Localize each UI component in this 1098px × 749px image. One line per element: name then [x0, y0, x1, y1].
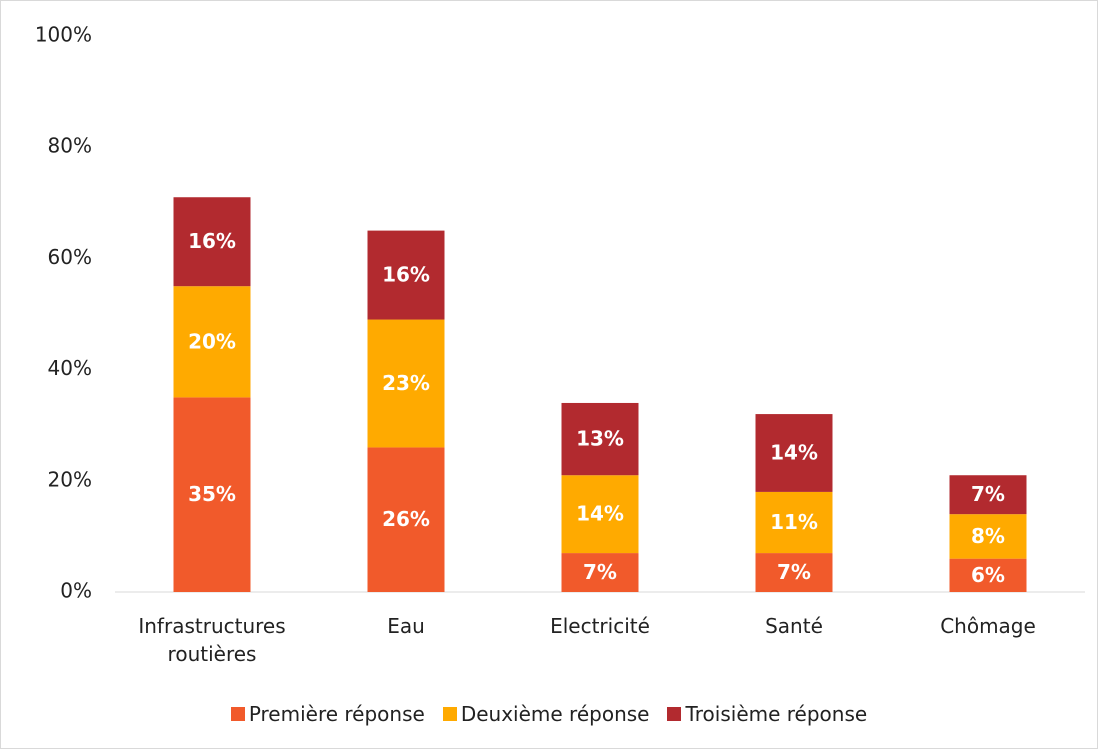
legend: Première réponse Deuxième réponse Troisièm…: [0, 702, 1098, 726]
bar-segment: [561, 553, 639, 592]
y-tick-label: 80%: [48, 134, 92, 158]
bar-segment: [755, 414, 833, 492]
value-label: 13%: [576, 427, 624, 451]
bar-segment: [173, 197, 251, 287]
x-tick-label: Electricité: [550, 614, 650, 638]
legend-label: Deuxième réponse: [460, 702, 650, 726]
value-label: 6%: [971, 563, 1005, 587]
x-tick-label: Infrastructures routières: [138, 614, 286, 666]
x-tick-label: Santé: [765, 614, 823, 638]
bar-segment: [173, 397, 251, 592]
legend-label: Troisième réponse: [685, 702, 868, 726]
value-label: 11%: [770, 510, 818, 534]
legend-item: Deuxième réponse: [442, 702, 650, 726]
value-label: 7%: [971, 482, 1005, 506]
value-label: 7%: [777, 560, 811, 584]
legend-swatch: [442, 707, 457, 721]
value-label: 16%: [188, 229, 236, 253]
legend-item: Première réponse: [230, 702, 425, 726]
bar-segment: [949, 514, 1027, 559]
legend-swatch: [230, 707, 245, 721]
bar-segment: [755, 553, 833, 592]
bar-segment: [561, 402, 639, 476]
bar-segment: [173, 286, 251, 398]
value-label: 14%: [770, 441, 818, 465]
y-tick-label: 40%: [48, 356, 92, 380]
y-tick-label: 20%: [48, 467, 92, 491]
value-label: 35%: [188, 482, 236, 506]
legend-swatch: [667, 707, 682, 721]
value-label: 23%: [382, 371, 430, 395]
y-tick-label: 0%: [60, 579, 92, 603]
value-label: 7%: [583, 560, 617, 584]
y-tick-label: 60%: [48, 245, 92, 269]
bar-segment: [367, 230, 445, 320]
y-tick-label: 100%: [35, 23, 92, 47]
bar-segment: [367, 447, 445, 592]
value-label: 14%: [576, 502, 624, 526]
bar-segment: [755, 491, 833, 554]
value-label: 16%: [382, 263, 430, 287]
legend-item: Troisième réponse: [667, 702, 867, 726]
legend-label: Première réponse: [248, 702, 425, 726]
x-tick-label: Eau: [387, 614, 425, 638]
bar-segment: [367, 319, 445, 448]
value-label: 8%: [971, 524, 1005, 548]
bar-segment: [949, 475, 1027, 515]
bar-segment: [949, 558, 1027, 592]
bar-segment: [561, 475, 639, 554]
value-label: 26%: [382, 507, 430, 531]
value-label: 20%: [188, 329, 236, 353]
x-tick-label: Chômage: [940, 614, 1036, 638]
